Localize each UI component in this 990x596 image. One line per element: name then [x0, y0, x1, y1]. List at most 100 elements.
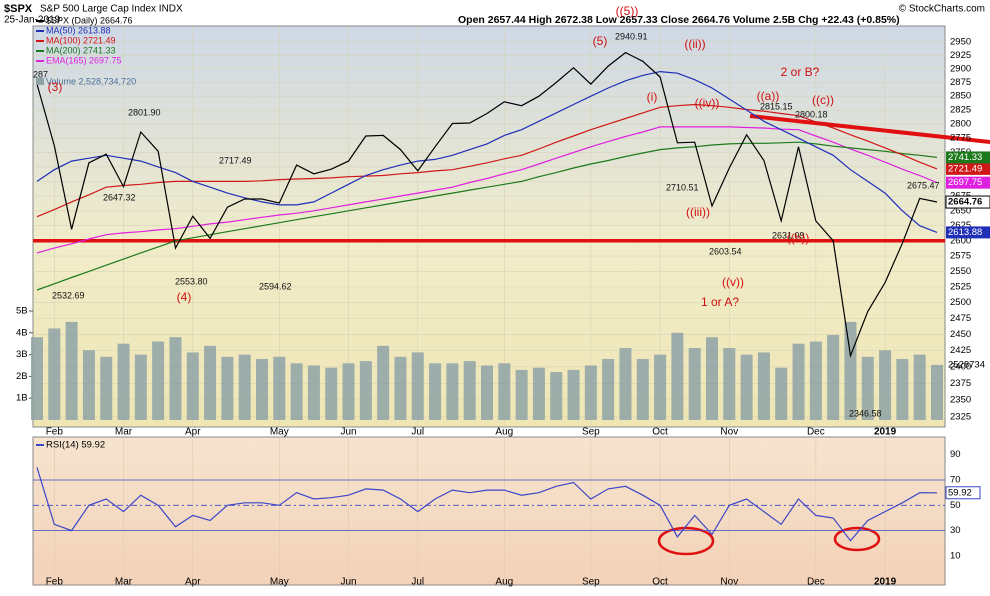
- x-tick-label: May: [270, 577, 289, 588]
- y-tick-label: 2900: [950, 63, 971, 74]
- x-tick-label: Feb: [46, 427, 64, 438]
- annotation: ((c)): [812, 93, 834, 107]
- trend-line: [749, 114, 990, 144]
- volume-bar: [273, 356, 286, 420]
- series-line: [36, 103, 938, 218]
- annotation: 2631.09: [772, 230, 805, 240]
- y-tick-label: 90: [950, 449, 961, 460]
- volume-tick-label: 2B: [16, 371, 28, 382]
- volume-bar: [377, 345, 390, 420]
- price-tag-bg: [946, 176, 990, 189]
- volume-bar: [31, 337, 43, 420]
- legend-label: MA(200) 2741.33: [46, 45, 116, 55]
- y-tick-label: 2600: [950, 235, 971, 246]
- volume-bar: [654, 354, 667, 420]
- volume-bar: [688, 348, 701, 420]
- y-tick-label: 2875: [950, 77, 971, 88]
- series-line: [36, 51, 938, 359]
- rsi-tag: 59.92: [948, 487, 972, 498]
- price-tag: 2613.88: [948, 227, 982, 238]
- symbol: $SPX: [4, 3, 33, 15]
- annotation: ((iii)): [686, 205, 710, 219]
- x-tick-label: Oct: [652, 577, 668, 588]
- x-tick-label: Nov: [720, 427, 738, 438]
- y-tick-label: 2425: [950, 345, 971, 356]
- x-tick-label: Mar: [115, 427, 133, 438]
- legend-label: $SPX (Daily) 2664.76: [46, 15, 133, 25]
- annotation: (4): [177, 290, 192, 304]
- x-tick-label: Oct: [652, 427, 668, 438]
- x-tick-label: Dec: [807, 427, 825, 438]
- y-tick-label: 10: [950, 550, 961, 561]
- volume-bar: [481, 365, 493, 420]
- x-tick-label: 2019: [874, 577, 897, 588]
- y-tick-label: 2575: [950, 251, 971, 262]
- volume-bar: [532, 367, 545, 420]
- legend-label: MA(100) 2721.49: [46, 35, 116, 45]
- x-tick-label: Apr: [185, 577, 201, 588]
- index-name: S&P 500 Large Cap Index INDX: [40, 4, 183, 15]
- volume-bar: [152, 341, 165, 420]
- annotation: 2594.62: [259, 281, 292, 291]
- y-tick-label: 2350: [950, 394, 971, 405]
- volume-bar: [602, 358, 615, 420]
- x-tick-label: 2019: [874, 427, 897, 438]
- volume-tag: 2528734: [948, 359, 985, 370]
- volume-bar: [307, 365, 320, 420]
- volume-bar: [463, 361, 476, 420]
- annotation: 2553.80: [175, 276, 208, 286]
- volume-bar: [117, 343, 130, 420]
- volume-bar: [809, 341, 822, 420]
- volume-bar: [498, 363, 511, 420]
- volume-tick-label: 5B: [16, 306, 28, 317]
- volume-bar: [429, 363, 442, 420]
- annotation: 2801.90: [128, 107, 161, 117]
- legend-label: RSI(14) 59.92: [46, 440, 105, 451]
- volume-bar: [757, 352, 770, 420]
- x-tick-label: Dec: [807, 577, 825, 588]
- y-tick-label: 2525: [950, 281, 971, 292]
- annotation: 2940.91: [615, 31, 648, 41]
- annotation: 2647.32: [103, 192, 136, 202]
- volume-bar: [82, 350, 95, 420]
- y-tick-label: 30: [950, 525, 961, 536]
- annotation: (3): [48, 80, 63, 94]
- volume-bar: [671, 332, 684, 420]
- x-tick-label: Jul: [411, 427, 424, 438]
- annotation: (i): [647, 90, 658, 104]
- x-tick-label: Jun: [340, 427, 356, 438]
- volume-bar: [550, 372, 563, 420]
- volume-bar: [896, 358, 909, 420]
- y-tick-label: 2625: [950, 220, 971, 231]
- volume-bar: [169, 337, 182, 420]
- annotation: 2675.47: [907, 180, 940, 190]
- annotation: 2 or B?: [781, 65, 820, 79]
- y-tick-label: 2775: [950, 133, 971, 144]
- x-tick-label: Nov: [720, 577, 738, 588]
- series-line: [36, 467, 938, 542]
- y-tick-label: 2500: [950, 297, 971, 308]
- volume-bar: [861, 356, 874, 420]
- x-tick-label: Jul: [411, 577, 424, 588]
- x-tick-label: Aug: [495, 427, 513, 438]
- volume-bar: [446, 363, 459, 420]
- y-tick-label: 2550: [950, 266, 971, 277]
- volume-bar: [65, 321, 78, 420]
- annotation: 2717.49: [219, 155, 252, 165]
- annotation: 2532.69: [52, 290, 85, 300]
- price-tag: 2721.49: [948, 163, 982, 174]
- x-tick-label: Sep: [582, 577, 600, 588]
- volume-bar: [619, 348, 632, 420]
- volume-bar: [567, 369, 580, 420]
- y-tick-label: 2475: [950, 313, 971, 324]
- legend-label: MA(50) 2613.88: [46, 25, 111, 35]
- volume-bar: [844, 321, 857, 420]
- annotation: 2800.18: [795, 109, 828, 119]
- y-tick-label: 2375: [950, 378, 971, 389]
- volume-bar: [775, 367, 788, 420]
- x-tick-label: Feb: [46, 577, 64, 588]
- price-tag-bg: [946, 151, 990, 164]
- annotation: ((b)): [787, 231, 810, 245]
- annotation: 1 or A?: [701, 295, 739, 309]
